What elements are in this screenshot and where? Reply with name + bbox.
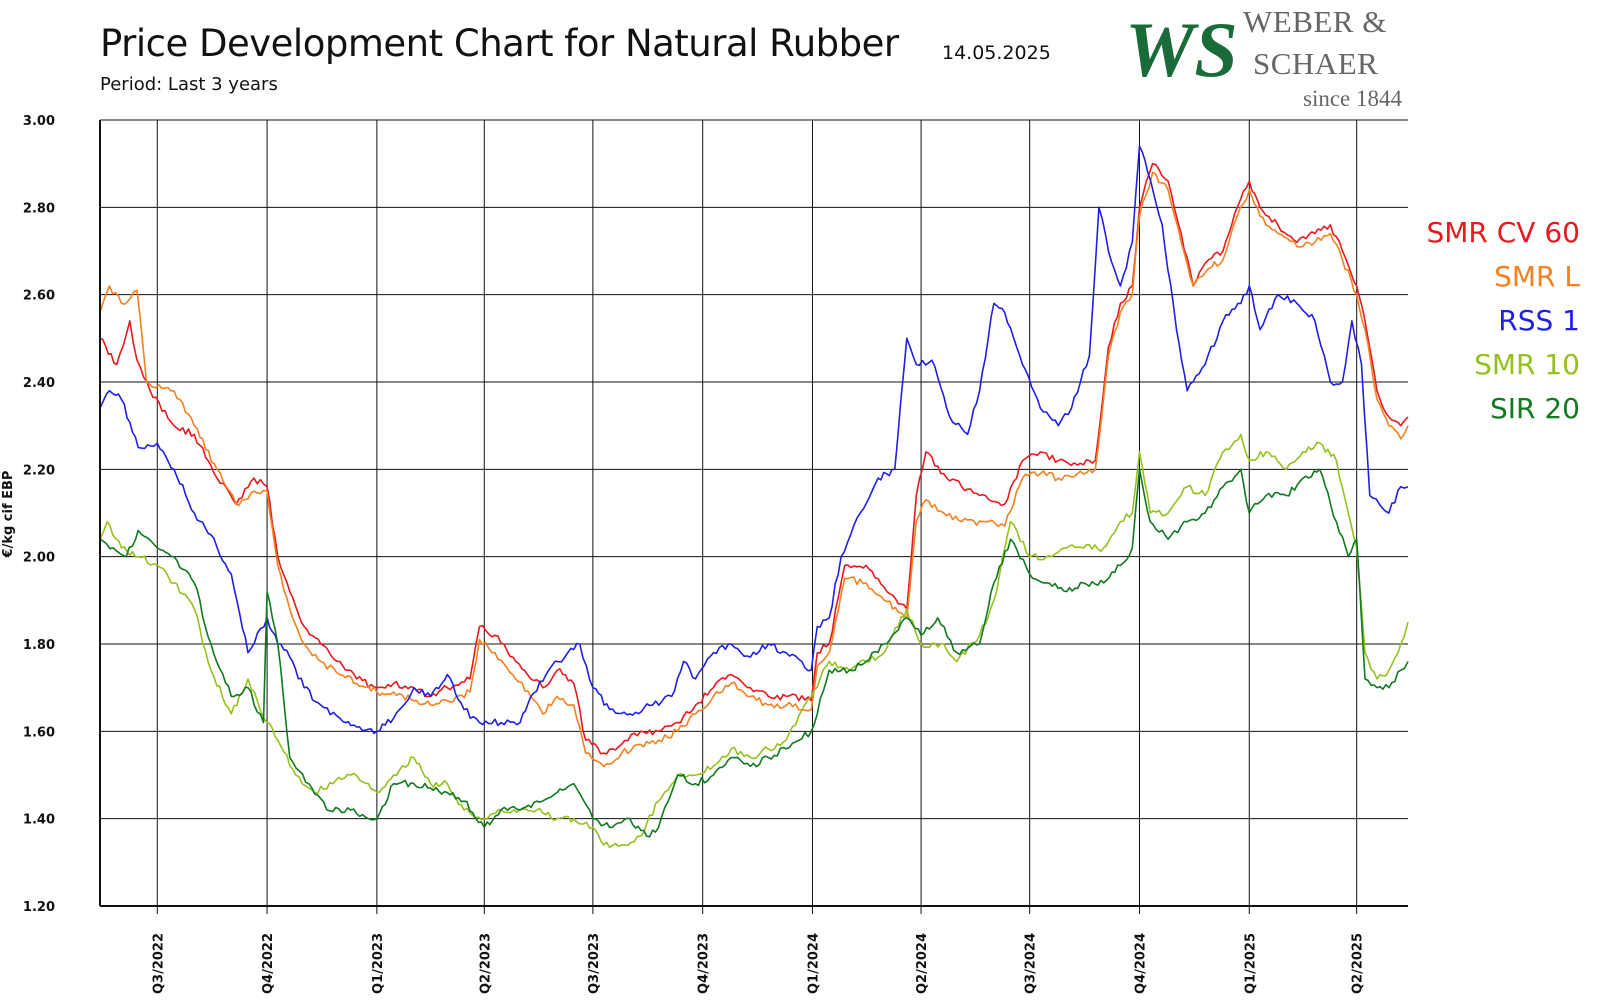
series-line-sir-20 bbox=[99, 468, 1409, 838]
x-tick-label: Q2/2024 bbox=[915, 933, 930, 994]
x-tick-label: Q3/2023 bbox=[587, 933, 602, 994]
y-tick-label: 1.40 bbox=[23, 813, 55, 828]
y-tick-label: 2.40 bbox=[23, 376, 55, 391]
logo-line-3: since 1844 bbox=[1303, 86, 1403, 111]
logo-monogram-icon: WS bbox=[1130, 6, 1238, 93]
x-tick-label: Q4/2023 bbox=[697, 933, 712, 994]
y-tick-label: 1.80 bbox=[23, 638, 55, 653]
y-tick-label: 2.60 bbox=[23, 289, 55, 304]
legend-item-smr-l: SMR L bbox=[1494, 260, 1580, 293]
legend-item-smr-cv-60: SMR CV 60 bbox=[1426, 216, 1580, 249]
x-tick-label: Q1/2025 bbox=[1243, 933, 1258, 994]
y-tick-label: 2.20 bbox=[23, 463, 55, 478]
series-line-rss-1 bbox=[99, 145, 1409, 735]
chart-date: 14.05.2025 bbox=[942, 42, 1051, 64]
x-tick-label: Q2/2025 bbox=[1351, 933, 1366, 994]
chart-axes: 1.20 1.40 1.60 1.80 2.00 2.20 2.40 2.60 2.80 3.00… bbox=[23, 114, 1408, 994]
chart-title: Price Development Chart for Natural Rubb… bbox=[100, 22, 899, 65]
series-line-smr-cv-60 bbox=[99, 162, 1409, 755]
svg-text:WS: WS bbox=[1130, 6, 1238, 93]
x-tick-label: Q1/2024 bbox=[806, 933, 821, 994]
legend-item-smr-10: SMR 10 bbox=[1474, 348, 1580, 381]
y-tick-label: 2.00 bbox=[23, 551, 55, 566]
y-axis-label: €/kg cif EBP bbox=[1, 471, 16, 559]
x-tick-label: Q1/2023 bbox=[371, 933, 386, 994]
y-tick-label: 3.00 bbox=[23, 114, 55, 129]
logo-line-1: WEBER & bbox=[1243, 4, 1387, 39]
legend-item-sir-20: SIR 20 bbox=[1489, 392, 1580, 425]
chart-series bbox=[99, 145, 1409, 849]
x-tick-label: Q4/2024 bbox=[1133, 933, 1148, 994]
logo-line-2: SCHAER bbox=[1253, 46, 1379, 81]
y-tick-label: 1.60 bbox=[23, 725, 55, 740]
legend-item-rss-1: RSS 1 bbox=[1498, 304, 1580, 337]
x-tick-label: Q3/2024 bbox=[1024, 933, 1039, 994]
y-tick-label: 1.20 bbox=[23, 900, 55, 915]
x-tick-label: Q2/2023 bbox=[478, 933, 493, 994]
series-line-smr-l bbox=[99, 171, 1409, 768]
chart-period: Period: Last 3 years bbox=[100, 74, 278, 95]
series-line-smr-10 bbox=[99, 433, 1409, 849]
y-tick-label: 2.80 bbox=[23, 201, 55, 216]
chart-grid bbox=[100, 119, 1408, 907]
x-tick-label: Q3/2022 bbox=[151, 933, 166, 994]
x-tick-label: Q4/2022 bbox=[261, 933, 276, 994]
